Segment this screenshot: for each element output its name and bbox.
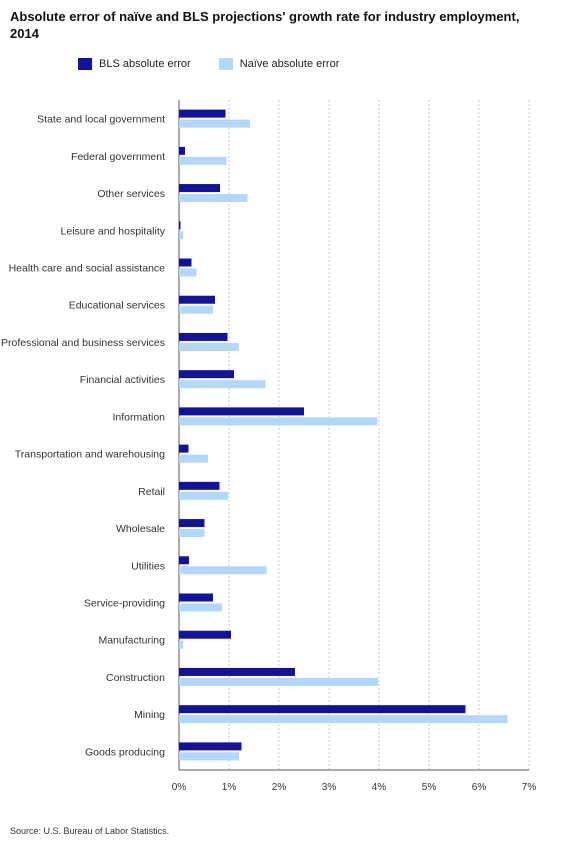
x-tick-label: 5% xyxy=(422,782,437,793)
bar-bls xyxy=(179,444,189,453)
legend-item-naive: Naïve absolute error xyxy=(218,58,340,70)
bar-bls xyxy=(179,109,226,118)
bar-naive xyxy=(179,417,378,426)
bar-bls xyxy=(179,556,189,565)
category-label: Information xyxy=(112,411,165,423)
bar-bls xyxy=(179,705,466,714)
legend-item-bls: BLS absolute error xyxy=(78,58,191,70)
legend-label-naive: Naïve absolute error xyxy=(239,58,340,70)
legend-swatch-naive xyxy=(218,58,233,70)
bar-bls xyxy=(179,481,220,490)
bar-bls xyxy=(179,146,185,155)
x-tick-label: 2% xyxy=(272,782,287,793)
source-note: Source: U.S. Bureau of Labor Statistics. xyxy=(10,826,170,836)
bar-naive xyxy=(179,566,267,575)
category-label: Utilities xyxy=(131,560,165,572)
category-label: Construction xyxy=(106,672,165,684)
bar-bls xyxy=(179,184,220,193)
category-label: Retail xyxy=(138,486,165,498)
bar-bls xyxy=(179,332,228,341)
bar-naive xyxy=(179,640,183,649)
x-tick-label: 6% xyxy=(472,782,487,793)
bar-bls xyxy=(179,258,192,267)
category-label: Service-providing xyxy=(84,598,165,610)
bar-bls xyxy=(179,519,205,528)
x-tick-label: 0% xyxy=(172,782,187,793)
category-label: Federal government xyxy=(71,151,165,163)
bar-naive xyxy=(179,305,213,314)
category-label: Mining xyxy=(134,709,165,721)
category-label: Manufacturing xyxy=(98,635,165,647)
bar-bls xyxy=(179,667,295,676)
bar-naive xyxy=(179,603,222,612)
x-tick-label: 1% xyxy=(222,782,237,793)
bar-bls xyxy=(179,593,213,602)
bar-naive xyxy=(179,380,266,389)
legend-label-bls: BLS absolute error xyxy=(99,58,191,70)
category-label: Professional and business services xyxy=(1,337,165,349)
bar-naive xyxy=(179,342,239,351)
category-label: Wholesale xyxy=(116,523,165,535)
bar-naive xyxy=(179,529,205,538)
bar-bls xyxy=(179,370,234,379)
chart-title: Absolute error of naïve and BLS projecti… xyxy=(10,9,520,41)
category-label: Health care and social assistance xyxy=(9,263,166,275)
category-label: Educational services xyxy=(69,300,165,312)
category-label: Other services xyxy=(97,188,165,200)
bar-naive xyxy=(179,194,248,203)
bar-naive xyxy=(179,231,183,240)
category-label: Transportation and warehousing xyxy=(15,449,165,461)
bar-naive xyxy=(179,752,239,761)
category-label: Leisure and hospitality xyxy=(61,225,166,237)
bar-naive xyxy=(179,491,228,500)
bar-bls xyxy=(179,407,304,416)
bar-bls xyxy=(179,295,215,304)
bar-bls xyxy=(179,742,242,751)
bar-bls xyxy=(179,221,181,230)
category-label: State and local government xyxy=(37,114,165,126)
x-tick-label: 4% xyxy=(372,782,387,793)
x-tick-label: 7% xyxy=(522,782,537,793)
bar-naive xyxy=(179,677,378,686)
bar-naive xyxy=(179,119,250,128)
category-label: Financial activities xyxy=(80,374,165,386)
legend: BLS absolute error Naïve absolute error xyxy=(78,58,339,70)
bar-naive xyxy=(179,268,197,277)
legend-swatch-bls xyxy=(78,58,92,70)
bar-naive xyxy=(179,715,508,724)
bar-naive xyxy=(179,454,208,463)
category-label: Goods producing xyxy=(85,746,165,758)
bar-naive xyxy=(179,156,227,165)
x-tick-label: 3% xyxy=(322,782,337,793)
bar-bls xyxy=(179,630,231,639)
